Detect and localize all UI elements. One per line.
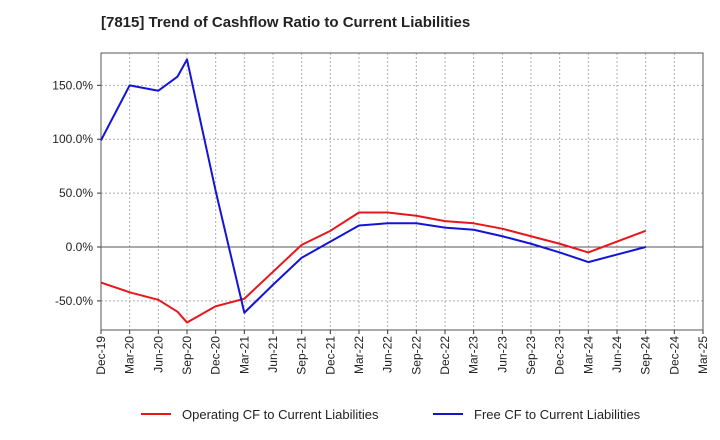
y-tick-label: 100.0% [52,132,93,146]
x-tick-label: Mar-25 [696,336,710,374]
y-tick-label: 50.0% [59,186,93,200]
x-tick-label: Jun-22 [381,336,395,373]
x-tick-label: Jun-21 [266,336,280,373]
chart-title: [7815] Trend of Cashflow Ratio to Curren… [101,14,471,31]
y-tick-label: 150.0% [52,78,93,92]
x-tick-label: Dec-24 [667,336,681,375]
plot-area [101,53,703,330]
x-tick-label: Dec-23 [553,336,567,375]
x-tick-label: Mar-22 [352,336,366,374]
x-tick-label: Mar-24 [581,336,595,374]
x-tick-label: Sep-24 [639,336,653,375]
x-tick-label: Jun-24 [610,336,624,373]
series-line-0 [100,211,647,324]
plot-border [100,52,704,331]
x-tick-label: Sep-21 [295,336,309,375]
x-tick-label: Jun-20 [151,336,165,373]
y-tick-label: 0.0% [66,240,94,254]
x-tick-label: Dec-21 [323,336,337,375]
x-tick-label: Dec-19 [94,336,108,375]
x-tick-label: Mar-20 [123,336,137,374]
x-tick-label: Sep-23 [524,336,538,375]
x-tick-label: Sep-22 [409,336,423,375]
legend-label-0: Operating CF to Current Liabilities [182,407,379,422]
legend-label-1: Free CF to Current Liabilities [474,407,641,422]
x-tick-label: Dec-22 [438,336,452,375]
x-tick-label: Sep-20 [180,336,194,375]
x-tick-label: Mar-21 [237,336,251,374]
x-tick-label: Jun-23 [495,336,509,373]
x-tick-label: Mar-23 [467,336,481,374]
x-tick-label: Dec-20 [209,336,223,375]
series-line-1 [100,58,646,314]
y-tick-label: -50.0% [55,294,93,308]
